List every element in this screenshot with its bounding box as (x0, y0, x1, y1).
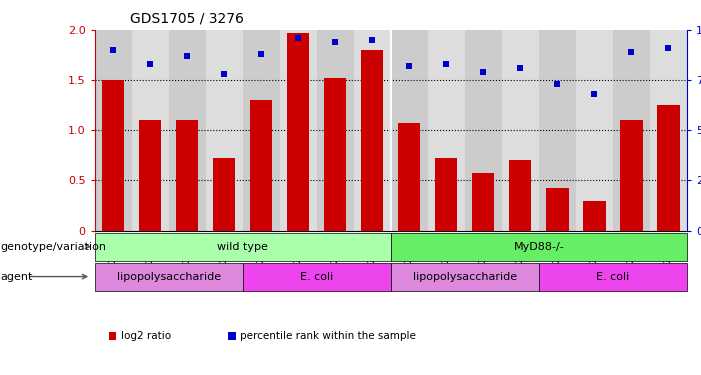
Bar (354, 30, 391, 231)
Point (515, 65, 526, 71)
Text: E. coli: E. coli (597, 272, 629, 282)
Point (107, 47, 118, 53)
Point (663, 45, 674, 51)
Bar (280, 30, 317, 231)
Bar (169, 30, 205, 231)
Bar (509, 160, 531, 231)
Point (292, 35, 304, 41)
Bar (213, 158, 236, 231)
Bar (361, 50, 383, 231)
Bar (650, 30, 687, 231)
Bar (102, 80, 124, 231)
Bar (576, 30, 613, 231)
Bar (205, 30, 243, 231)
Bar (620, 120, 643, 231)
Point (219, 71, 230, 77)
Bar (139, 120, 161, 231)
Point (552, 81, 563, 87)
Text: genotype/variation: genotype/variation (0, 242, 106, 252)
Text: lipopolysaccharide: lipopolysaccharide (413, 272, 517, 282)
Bar (472, 174, 494, 231)
Bar (435, 158, 458, 231)
Bar (613, 30, 650, 231)
Text: lipopolysaccharide: lipopolysaccharide (116, 272, 221, 282)
Text: wild type: wild type (217, 242, 268, 252)
Text: percentile rank within the sample: percentile rank within the sample (240, 331, 416, 340)
Bar (243, 30, 280, 231)
Bar (287, 33, 309, 231)
Bar (398, 123, 421, 231)
Point (182, 53, 193, 59)
Point (478, 69, 489, 75)
Bar (658, 105, 679, 231)
Point (256, 51, 267, 57)
Bar (317, 30, 354, 231)
Bar (391, 30, 428, 231)
Bar (176, 120, 198, 231)
Text: log2 ratio: log2 ratio (121, 331, 171, 340)
Text: MyD88-/-: MyD88-/- (514, 242, 564, 252)
Bar (428, 30, 465, 231)
Bar (132, 30, 169, 231)
Bar (95, 30, 132, 231)
Point (367, 37, 378, 43)
Point (589, 91, 600, 97)
Point (329, 39, 341, 45)
Text: E. coli: E. coli (300, 272, 334, 282)
Point (626, 49, 637, 55)
Point (441, 61, 452, 67)
Bar (539, 30, 576, 231)
Point (144, 61, 156, 67)
Point (404, 63, 415, 69)
Bar (465, 30, 502, 231)
Bar (583, 201, 606, 231)
Bar (502, 30, 539, 231)
Text: GDS1705 / 3276: GDS1705 / 3276 (130, 11, 243, 25)
Bar (324, 78, 346, 231)
Bar (546, 189, 569, 231)
Bar (250, 100, 272, 231)
Text: agent: agent (0, 272, 32, 282)
